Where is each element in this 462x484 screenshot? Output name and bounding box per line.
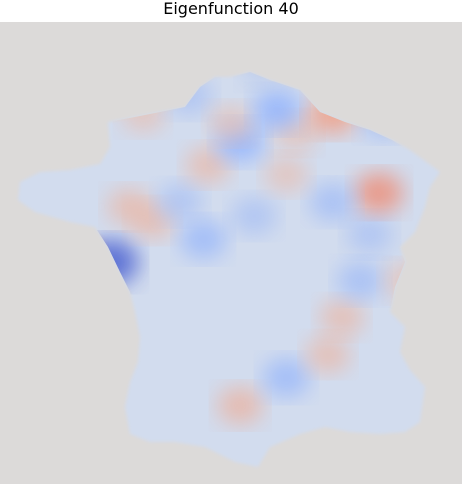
- heatmap-blob-23: [253, 89, 302, 130]
- plot-area: [0, 22, 462, 484]
- heatmap-blob-3: [107, 188, 152, 226]
- heatmap-blob-7: [231, 197, 277, 235]
- heatmap-blob-5: [157, 183, 203, 221]
- heatmap-blob-15: [354, 172, 404, 214]
- heatmap-blob-12: [337, 261, 384, 300]
- heatmap-blob-14: [347, 215, 393, 254]
- heatmap-blob-6: [185, 146, 230, 184]
- heatmap-blob-16: [309, 183, 356, 222]
- heatmap-blob-8: [217, 386, 263, 425]
- heatmap-blob-4: [179, 219, 227, 259]
- heatmap-blob-10: [305, 336, 351, 373]
- heatmap-svg: [0, 22, 462, 484]
- heatmap-blob-11: [319, 299, 364, 337]
- heatmap-blob-9: [262, 358, 310, 398]
- chart-title: Eigenfunction 40: [163, 0, 299, 18]
- heatmap-blob-17: [264, 156, 308, 193]
- heatmap-blob-22: [209, 105, 253, 142]
